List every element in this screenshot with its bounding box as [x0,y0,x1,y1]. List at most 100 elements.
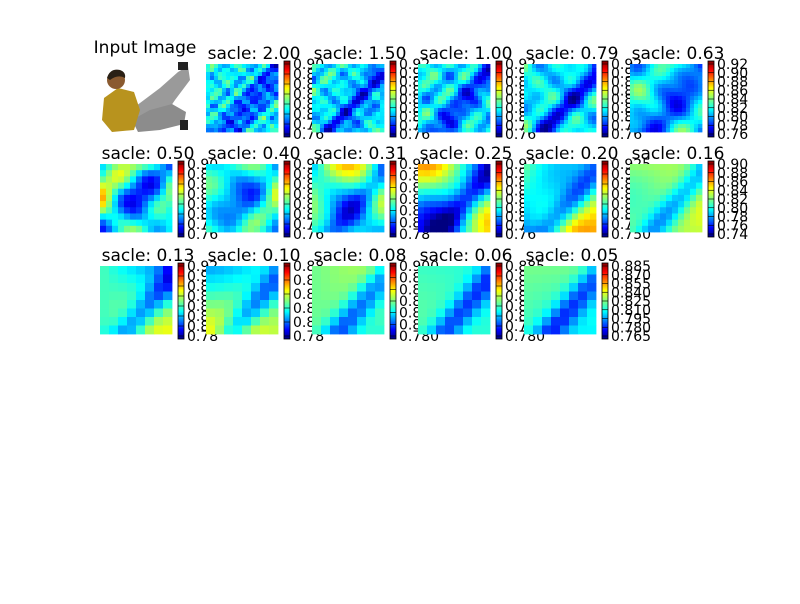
heatmap-cell [222,84,227,89]
heatmap-cell [554,182,561,190]
heatmap-cell [127,325,137,335]
heatmap-cell [454,219,461,227]
heatmap-cell [560,92,565,97]
heatmap-cell [660,188,667,196]
heatmap-cell [254,68,259,73]
heatmap-cell [442,92,447,97]
heatmap-cell [218,128,223,133]
heatmap-cell [530,219,537,227]
heatmap-cell [418,207,425,214]
heatmap-cell [336,72,341,77]
heatmap-cell [148,176,155,183]
heatmap-cell [584,72,589,77]
heatmap-cell [422,64,427,69]
heatmap-cell [436,291,446,301]
heatmap-cell [566,188,573,196]
heatmap-cell [218,225,225,233]
heatmap-cell [658,100,663,105]
heatmap-cell [446,68,451,73]
heatmap-cell [572,96,577,101]
heatmap-cell [446,92,451,97]
heatmap-cell [418,274,428,284]
heatmap-cell [666,80,671,85]
heatmap-cell [354,182,361,190]
heatmap-cell [348,170,355,177]
heatmap-cell [348,72,353,77]
heatmap-cell [372,182,379,190]
heatmap-cell [560,182,567,190]
heatmap-cell [224,274,234,284]
heatmap-cell [524,84,529,89]
heatmap-cell [166,176,173,183]
heatmap-cell [524,124,529,129]
heatmap-cell [690,219,697,227]
heatmap-cell [454,283,464,292]
heatmap-cell [578,300,588,309]
heatmap-cell [448,225,455,233]
heatmap-cell [368,104,373,109]
heatmap-cell [650,120,655,125]
heatmap-cell [234,88,239,93]
heatmap-cell [270,120,275,125]
heatmap-cell [270,96,275,101]
heatmap-cell [670,100,675,105]
heatmap-cell [224,300,234,309]
heatmap-cell [650,124,655,129]
heatmap-cell [124,182,131,190]
heatmap-cell [344,112,349,117]
heatmap-cell [560,176,567,183]
heatmap-cell [654,182,661,190]
heatmap-cell [238,108,243,113]
heatmap-cell [580,80,585,85]
heatmap-cell [544,96,549,101]
heatmap-cell [352,96,357,101]
colorbar-tick-label: 0.855 [611,277,651,293]
heatmap-cell [378,182,385,190]
heatmap-cell [222,128,227,133]
heatmap-cell [418,100,423,105]
heatmap-cell [690,128,695,133]
heatmap-cell [251,308,261,318]
heatmap-cell [418,219,425,227]
heatmap-cell [272,194,279,202]
heatmap-cell [634,80,639,85]
heatmap-cell [352,88,357,93]
heatmap-cell [316,128,321,133]
heatmap-cell [436,182,443,190]
heatmap-cell [672,176,679,183]
heatmap-cell [344,72,349,77]
heatmap-cell [154,291,164,301]
heatmap-cell [634,92,639,97]
heatmap-cell [552,88,557,93]
heatmap-cell [266,213,273,221]
heatmap-cell [682,64,687,69]
heatmap-cell [368,96,373,101]
heatmap-cell [670,92,675,97]
heatmap-cell [478,182,485,190]
heatmap-cell [588,112,593,117]
heatmap-cell [678,164,685,171]
heatmap-cell [270,112,275,117]
colorbar-tick-label: 0.84 [717,92,748,108]
heatmap-cell [360,76,365,81]
heatmap-cell [260,182,267,190]
heatmap-cell [254,116,259,121]
heatmap-cell [426,92,431,97]
heatmap-cell [548,80,553,85]
heatmap-cell [246,108,251,113]
heatmap-cell [258,116,263,121]
heatmap-cell [654,100,659,105]
heatmap-cell [450,104,455,109]
heatmap-cell [328,96,333,101]
heatmap-cell [466,219,473,227]
heatmap-cell [258,92,263,97]
heatmap-cell [270,128,275,133]
heatmap-cell [434,112,439,117]
heatmap-cell [236,225,243,233]
heatmap-cell [460,219,467,227]
heatmap [100,164,173,233]
heatmap-cell [316,112,321,117]
heatmap-cell [364,68,369,73]
heatmap-cell [215,283,225,292]
heatmap-cell [238,88,243,93]
